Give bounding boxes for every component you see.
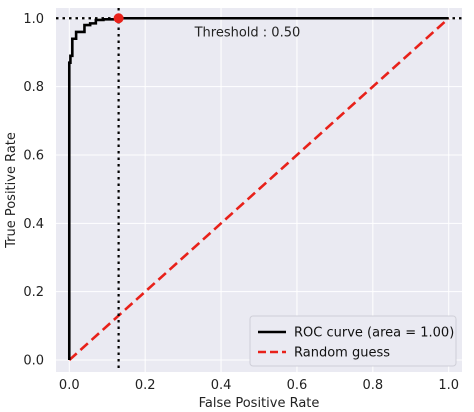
x-tick-label: 0.4 bbox=[211, 378, 232, 393]
threshold-annotation: Threshold : 0.50 bbox=[194, 25, 301, 40]
y-tick-label: 1.0 bbox=[23, 12, 44, 27]
legend-label: ROC curve (area = 1.00) bbox=[294, 326, 454, 341]
x-tick-label: 0.8 bbox=[362, 378, 383, 393]
random-guess-line bbox=[68, 17, 450, 362]
x-tick-label: 1.0 bbox=[438, 378, 459, 393]
legend: ROC curve (area = 1.00) Random guess bbox=[249, 315, 457, 367]
grid bbox=[56, 8, 462, 372]
x-tick-label: 0.6 bbox=[287, 378, 308, 393]
threshold-point bbox=[113, 13, 124, 24]
x-tick-label: 0.0 bbox=[59, 378, 80, 393]
legend-label: Random guess bbox=[294, 346, 390, 361]
x-tick-label: 0.2 bbox=[135, 378, 156, 393]
y-tick-label: 0.8 bbox=[23, 80, 44, 95]
legend-box bbox=[249, 315, 457, 367]
y-tick-label: 0.6 bbox=[23, 148, 44, 163]
y-tick-label: 0.0 bbox=[23, 354, 44, 369]
y-axis-label: True Positive Rate bbox=[4, 132, 19, 249]
threshold-lines bbox=[56, 8, 462, 372]
y-tick-label: 0.2 bbox=[23, 285, 44, 300]
x-axis-label: False Positive Rate bbox=[199, 396, 320, 411]
tick-labels: 0.0 0.2 0.4 0.6 0.8 1.0 0.0 0.2 0.4 0.6 0.8 1.0 bbox=[23, 12, 459, 393]
y-tick-label: 0.4 bbox=[23, 217, 44, 232]
